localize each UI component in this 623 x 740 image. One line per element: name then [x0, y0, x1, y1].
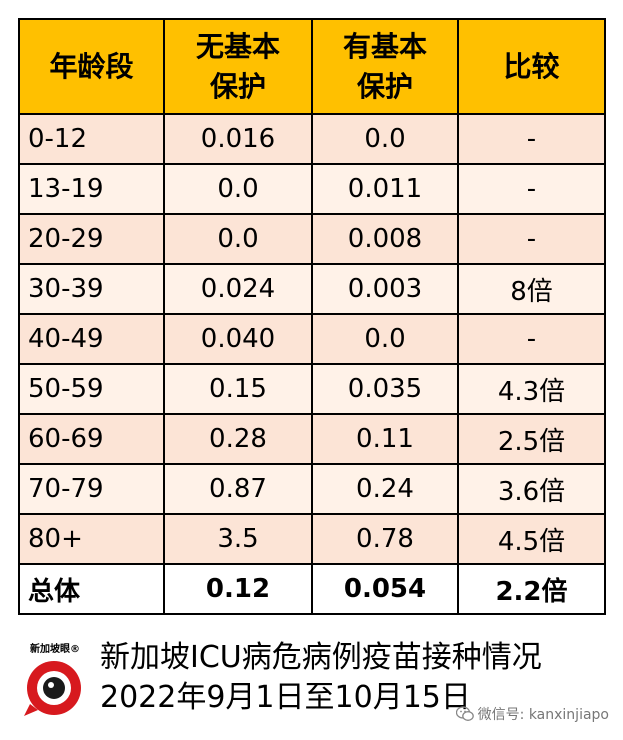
header-unprotected: 无基本 保护 — [163, 18, 313, 115]
wechat-icon — [455, 706, 474, 721]
cell-protected: 0.003 — [311, 263, 459, 315]
header-age-group-label: 年龄段 — [49, 49, 134, 83]
header-protected: 有基本 保护 — [311, 18, 459, 115]
cell-total-unprotected: 0.12 — [163, 563, 313, 615]
cell-comparison: - — [457, 313, 606, 365]
table-row: 30-39 0.024 0.003 8倍 — [18, 263, 606, 315]
cell-protected: 0.008 — [311, 213, 459, 265]
table-row: 20-29 0.0 0.008 - — [18, 213, 606, 265]
cell-unprotected: 0.024 — [163, 263, 313, 315]
cell-comparison: 4.5倍 — [457, 513, 606, 565]
cell-age: 40-49 — [18, 313, 165, 365]
footer-date: 2022年9月1日至10月15日 — [100, 680, 471, 715]
cell-unprotected: 0.28 — [163, 413, 313, 465]
header-comparison: 比较 — [457, 18, 606, 115]
cell-protected: 0.24 — [311, 463, 459, 515]
cell-total-label: 总体 — [18, 563, 165, 615]
table-row: 50-59 0.15 0.035 4.3倍 — [18, 363, 606, 415]
header-unprotected-line1: 无基本 — [195, 29, 280, 63]
cell-unprotected: 0.040 — [163, 313, 313, 365]
logo-graphic — [24, 661, 81, 716]
cell-comparison: - — [457, 113, 606, 165]
cell-age: 30-39 — [18, 263, 165, 315]
cell-age: 50-59 — [18, 363, 165, 415]
cell-protected: 0.011 — [311, 163, 459, 215]
cell-comparison: - — [457, 213, 606, 265]
cell-comparison: 2.5倍 — [457, 413, 606, 465]
table-row: 60-69 0.28 0.11 2.5倍 — [18, 413, 606, 465]
table-row: 13-19 0.0 0.011 - — [18, 163, 606, 215]
cell-protected: 0.78 — [311, 513, 459, 565]
cell-unprotected: 0.0 — [163, 163, 313, 215]
header-age-group: 年龄段 — [18, 18, 165, 115]
cell-unprotected: 0.0 — [163, 213, 313, 265]
cell-protected: 0.11 — [311, 413, 459, 465]
cell-protected: 0.0 — [311, 313, 459, 365]
cell-age: 70-79 — [18, 463, 165, 515]
header-unprotected-line2: 保护 — [209, 69, 266, 103]
table-row: 80+ 3.5 0.78 4.5倍 — [18, 513, 606, 565]
header-protected-line1: 有基本 — [342, 29, 427, 63]
cell-age: 80+ — [18, 513, 165, 565]
cell-unprotected: 3.5 — [163, 513, 313, 565]
cell-protected: 0.0 — [311, 113, 459, 165]
wechat-watermark: 微信号: kanxinjiapo — [455, 704, 609, 724]
cell-age: 13-19 — [18, 163, 165, 215]
table-row: 0-12 0.016 0.0 - — [18, 113, 606, 165]
table-header-row: 年龄段 无基本保护 有基本保护 比较 — [18, 18, 606, 115]
icu-vaccination-table-container: 年龄段 无基本保护 有基本保护 比较 0-12 0.016 0.0 - 13-1… — [18, 18, 606, 615]
cell-unprotected: 0.15 — [163, 363, 313, 415]
cell-comparison: 4.3倍 — [457, 363, 606, 415]
logo-text: 新加坡眼® — [30, 644, 80, 655]
cell-age: 20-29 — [18, 213, 165, 265]
header-protected-line2: 保护 — [356, 69, 413, 103]
cell-age: 0-12 — [18, 113, 165, 165]
table-row: 70-79 0.87 0.24 3.6倍 — [18, 463, 606, 515]
cell-comparison: 8倍 — [457, 263, 606, 315]
cell-comparison: 3.6倍 — [457, 463, 606, 515]
cell-unprotected: 0.016 — [163, 113, 313, 165]
cell-comparison: - — [457, 163, 606, 215]
wechat-id: 微信号: kanxinjiapo — [477, 707, 609, 723]
cell-unprotected: 0.87 — [163, 463, 313, 515]
header-comparison-label: 比较 — [503, 49, 560, 83]
icu-vaccination-table: 年龄段 无基本保护 有基本保护 比较 0-12 0.016 0.0 - 13-1… — [18, 18, 606, 615]
cell-age: 60-69 — [18, 413, 165, 465]
cell-total-protected: 0.054 — [311, 563, 459, 615]
table-row: 40-49 0.040 0.0 - — [18, 313, 606, 365]
eye-logo-icon: 新加坡眼® — [18, 640, 92, 718]
footer-title: 新加坡ICU病危病例疫苗接种情况 — [100, 640, 542, 675]
cell-total-comparison: 2.2倍 — [457, 563, 606, 615]
table-total-row: 总体 0.12 0.054 2.2倍 — [18, 563, 606, 615]
cell-protected: 0.035 — [311, 363, 459, 415]
